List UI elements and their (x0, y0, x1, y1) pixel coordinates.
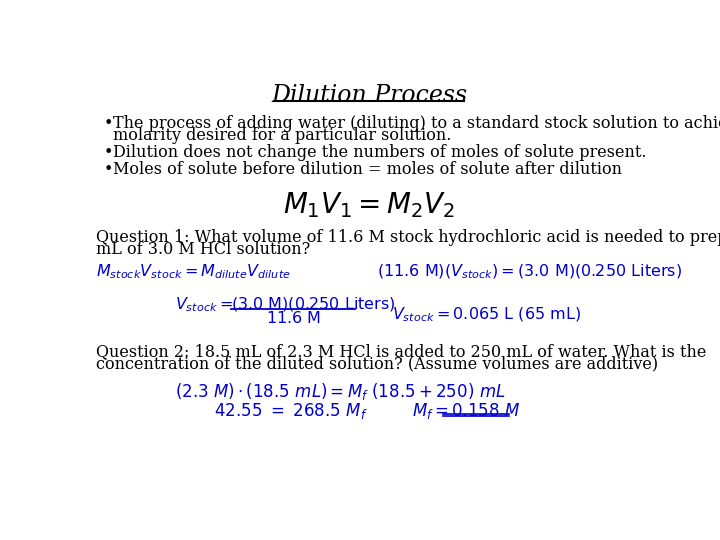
Text: The process of adding water (diluting) to a standard stock solution to achieve t: The process of adding water (diluting) t… (113, 115, 720, 132)
Text: $V_{stock} = 0.065\ \mathrm{L}\ (65\ \mathrm{mL})$: $V_{stock} = 0.065\ \mathrm{L}\ (65\ \ma… (392, 306, 581, 324)
Text: Dilution does not change the numbers of moles of solute present.: Dilution does not change the numbers of … (113, 144, 647, 161)
Text: Question 1: What volume of 11.6 M stock hydrochloric acid is needed to prepare 2: Question 1: What volume of 11.6 M stock … (96, 229, 720, 246)
Text: $(2.3\ M)\cdot(18.5\ mL) = M_f\ (18.5 + 250)\ mL$: $(2.3\ M)\cdot(18.5\ mL) = M_f\ (18.5 + … (175, 381, 505, 402)
Text: $M_1V_1 = M_2V_2$: $M_1V_1 = M_2V_2$ (283, 190, 455, 220)
Text: $42.55\ =\ 268.5\ M_f$: $42.55\ =\ 268.5\ M_f$ (214, 401, 368, 421)
Text: Moles of solute before dilution = moles of solute after dilution: Moles of solute before dilution = moles … (113, 161, 622, 178)
Text: Dilution Process: Dilution Process (271, 84, 467, 107)
Text: •: • (104, 161, 113, 178)
Text: $11.6\ \mathrm{M}$: $11.6\ \mathrm{M}$ (266, 310, 320, 327)
Text: $M_{stock}V_{stock} = M_{dilute}V_{dilute}$: $M_{stock}V_{stock} = M_{dilute}V_{dilut… (96, 262, 291, 281)
Text: •: • (104, 115, 113, 132)
Text: $(11.6\ \mathrm{M})(V_{stock}) = (3.0\ \mathrm{M})(0.250\ \mathrm{Liters})$: $(11.6\ \mathrm{M})(V_{stock}) = (3.0\ \… (377, 262, 682, 281)
Text: $M_f = 0.158\ M$: $M_f = 0.158\ M$ (412, 401, 520, 421)
Text: $(3.0\ \mathrm{M})(0.250\ \mathrm{Liters})$: $(3.0\ \mathrm{M})(0.250\ \mathrm{Liters… (231, 295, 395, 313)
Text: concentration of the diluted solution? (Assume volumes are additive): concentration of the diluted solution? (… (96, 355, 658, 372)
Text: •: • (104, 144, 113, 161)
Text: molarity desired for a particular solution.: molarity desired for a particular soluti… (113, 127, 451, 144)
Text: $V_{stock} =$: $V_{stock} =$ (175, 295, 233, 314)
Text: Question 2: 18.5 mL of 2.3 M HCl is added to 250 mL of water. What is the: Question 2: 18.5 mL of 2.3 M HCl is adde… (96, 343, 706, 360)
Text: mL of 3.0 M HCl solution?: mL of 3.0 M HCl solution? (96, 241, 310, 258)
